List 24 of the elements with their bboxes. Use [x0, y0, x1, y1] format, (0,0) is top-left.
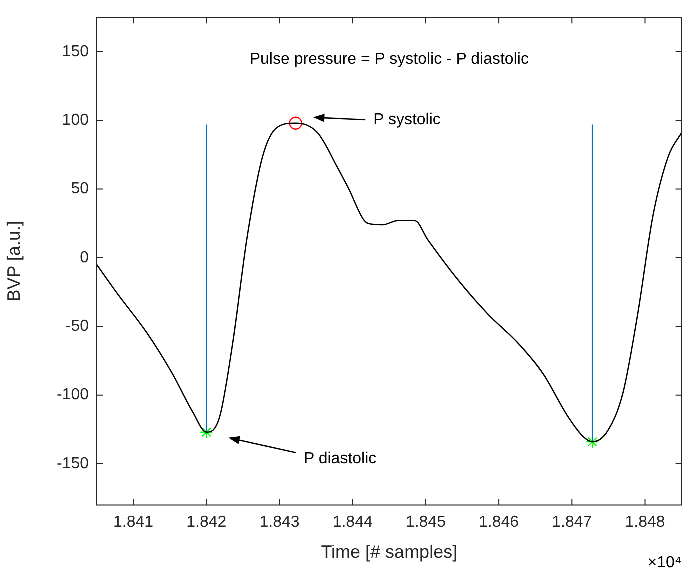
y-tick-label: -50: [66, 318, 90, 336]
x-tick-label: 1.842: [186, 514, 227, 532]
x-tick-label: 1.841: [114, 514, 154, 532]
text: ×10⁴: [648, 554, 682, 568]
point: [289, 116, 302, 130]
point: [200, 426, 214, 440]
y-tick-label: -150: [56, 455, 90, 472]
x-tick-label: 1.845: [406, 514, 446, 532]
x-tick-label: 1.844: [332, 514, 373, 532]
y-tick-label: -100: [56, 386, 90, 404]
y-tick-label: 100: [62, 112, 90, 130]
annotation: Pulse pressure = P systolic - P diastolic: [250, 51, 529, 68]
annotation: P systolic: [374, 111, 441, 128]
x-tick-label: 1.846: [479, 514, 520, 532]
x-axis-title: Time [# samples]: [321, 542, 458, 562]
y-tick-label: 0: [80, 249, 90, 266]
x-tick-label: 1.843: [260, 514, 300, 532]
y-tick-label: 50: [71, 180, 90, 198]
annotation: P diastolic: [304, 450, 377, 468]
x-tick-label: 1.848: [625, 514, 666, 532]
point: [586, 435, 600, 449]
y-axis-title: BVP [a.u.]: [4, 221, 24, 302]
y-tick-label: 150: [62, 43, 90, 60]
x-tick-label: 1.847: [552, 514, 592, 532]
